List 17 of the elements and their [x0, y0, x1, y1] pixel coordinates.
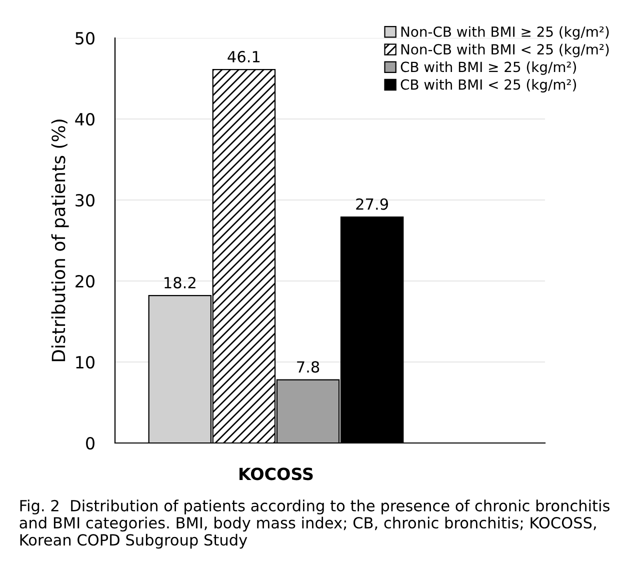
y-tick-label: 50: [76, 32, 94, 45]
legend-label: CB with BMI ≥ 25 (kg/m²): [400, 61, 576, 75]
legend-label: CB with BMI < 25 (kg/m²): [400, 79, 576, 92]
data-label: 18.2: [164, 276, 196, 288]
data-label: 7.8: [297, 361, 320, 373]
y-tick-label: 20: [76, 274, 94, 288]
y-axis-title: Distribution of patients (%): [51, 120, 69, 362]
x-axis-title: KOCOSS: [240, 468, 313, 480]
legend-label: Non-CB with BMI < 25 (kg/m²): [401, 44, 609, 58]
y-tick-label: 40: [75, 112, 94, 126]
y-tick-label: 0: [86, 436, 94, 450]
caption: Fig. 2 Distribution of patients according to the presence of chronic bronchitis and BMI categories. BMI, body mass index; CB, chronic bronchitis; KOCOSS, Korean COPD Subgroup Study: [20, 500, 610, 549]
data-label: 27.9: [356, 198, 388, 210]
data-label: 46.1: [228, 50, 260, 62]
y-tick-label: 10: [76, 356, 94, 369]
legend-label: Non-CB with BMI ≥ 25 (kg/m²): [401, 26, 609, 40]
y-tick-label: 30: [76, 194, 94, 207]
